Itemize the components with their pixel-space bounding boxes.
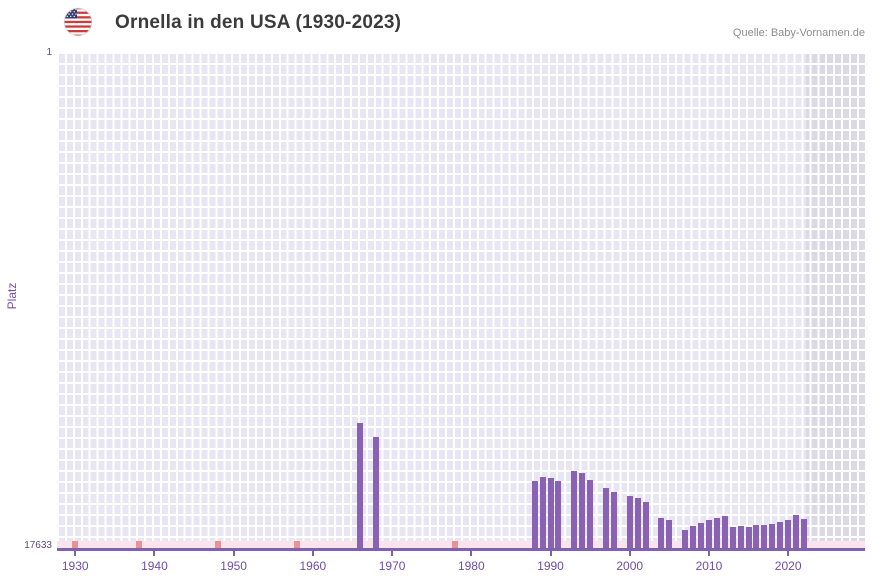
x-axis-tick [787,551,790,556]
x-axis-year-label: 1970 [378,559,406,573]
y-axis-top-label: 1 [46,47,52,58]
x-axis-year-label: 1980 [457,559,485,573]
us-flag-icon [63,7,93,37]
x-axis-line [57,548,865,551]
x-axis-tick [707,551,710,556]
bar-2016[interactable] [753,524,760,548]
bar-1998[interactable] [610,492,617,548]
bar-2014[interactable] [737,526,744,548]
no-rank-marker-1958 [294,541,301,548]
bar-2015[interactable] [745,526,752,548]
grid-overlay [57,52,865,548]
no-rank-marker-1930 [72,541,79,548]
bar-2017[interactable] [761,525,768,548]
x-axis-year-label: 1950 [220,559,247,573]
bar-2002[interactable] [642,502,649,548]
bar-1993[interactable] [571,471,578,548]
no-rank-marker-1978 [452,541,459,548]
bar-2004[interactable] [658,517,665,548]
bar-2018[interactable] [769,524,776,548]
x-axis-year-label: 2020 [774,559,802,573]
x-axis-tick [470,551,473,556]
x-axis-year-label: 2010 [695,559,723,573]
bar-2020[interactable] [785,520,792,548]
page-title: Ornella in den USA (1930-2023) [115,12,402,33]
bar-2008[interactable] [690,526,697,548]
bar-2007[interactable] [682,530,689,548]
x-axis-tick [628,551,631,556]
bar-1988[interactable] [531,481,538,548]
x-axis-year-label: 1940 [141,559,168,573]
x-axis-tick [549,551,552,556]
bar-1994[interactable] [579,472,586,548]
x-axis: 1930 1940 1950 1960 1970 1980 1990 2000 2010 2020 [57,548,865,584]
source-credit: Quelle: Baby-Vornamen.de [732,27,865,39]
bar-1968[interactable] [373,437,380,548]
bar-2021[interactable] [793,514,800,548]
x-axis-year-label: 1990 [537,559,564,573]
bar-2012[interactable] [721,516,728,548]
no-rank-marker-1938 [135,541,142,548]
x-axis-tick [232,551,235,556]
plot-area [57,52,865,548]
bar-1997[interactable] [602,488,609,548]
bar-1990[interactable] [547,478,554,548]
bar-1989[interactable] [539,476,546,548]
x-axis-tick [153,551,156,556]
bar-2022[interactable] [801,518,807,548]
x-axis-year-label: 2000 [616,559,644,573]
y-axis-bottom-label: 17633 [24,540,52,551]
bar-2000[interactable] [626,496,633,548]
bar-2001[interactable] [634,497,641,548]
x-axis-year-label: 1960 [299,559,327,573]
bar-2010[interactable] [705,520,712,548]
x-axis-tick [311,551,314,556]
bar-2011[interactable] [713,517,720,548]
y-axis-label: Platz [5,282,19,310]
x-axis-tick [391,551,394,556]
x-axis-year-label: 1930 [61,559,89,573]
no-rank-marker-1948 [214,541,221,548]
bar-2009[interactable] [698,523,705,548]
chart-header: Ornella in den USA (1930-2023) Quelle: B… [0,0,873,46]
bar-1995[interactable] [587,479,594,548]
bar-1966[interactable] [357,423,364,548]
bar-1991[interactable] [555,481,562,548]
bar-2013[interactable] [729,527,736,548]
unranked-strip [57,541,865,548]
bar-2019[interactable] [777,521,784,548]
x-axis-tick [74,551,77,556]
bar-2005[interactable] [666,520,673,548]
